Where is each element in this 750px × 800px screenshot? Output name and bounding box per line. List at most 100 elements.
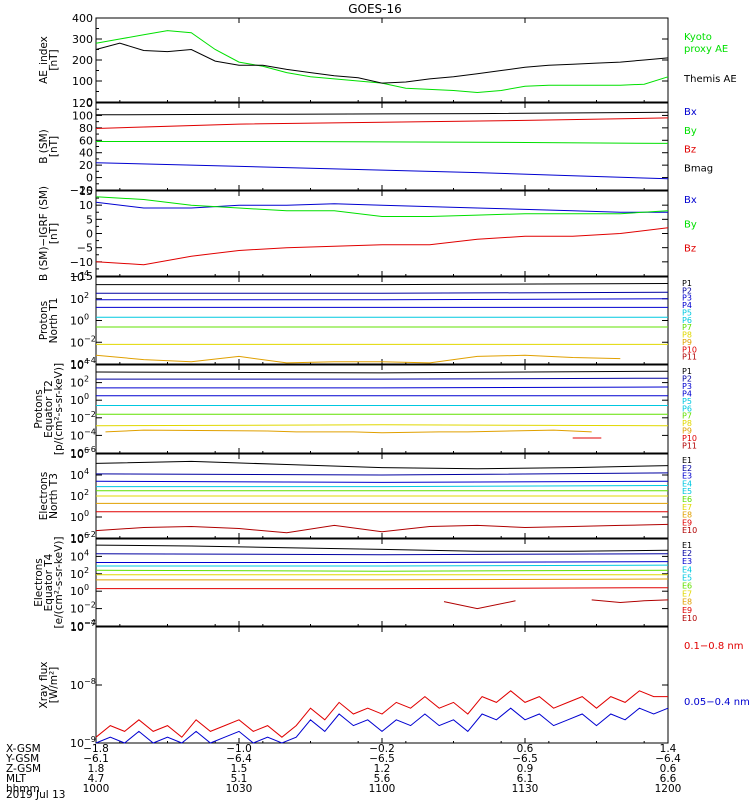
y-tick-base: 10: [70, 336, 84, 349]
legend-entry: E6: [682, 582, 692, 591]
series-line-P3: [96, 298, 669, 301]
y-tick-exponent: 4: [84, 467, 89, 476]
y-axis-label: Protons: [33, 389, 45, 428]
y-axis-label: North T3: [48, 473, 60, 519]
y-tick-base: 10: [70, 620, 84, 633]
legend-entry: E8: [682, 511, 692, 520]
x-row-label: MLT: [6, 773, 26, 785]
x-tick-value: 5.6: [374, 773, 391, 785]
x-tick-value: 0.9: [517, 763, 534, 775]
y-tick-base: 10: [70, 359, 84, 372]
x-row-label: X-GSM: [6, 743, 41, 755]
x-tick-value: −6.4: [655, 753, 681, 765]
y-tick-exponent: 2: [84, 375, 89, 384]
legend-entry: E8: [682, 598, 692, 607]
y-tick-base: 10: [70, 568, 84, 581]
y-tick-label: 10: [79, 199, 93, 212]
y-axis-label: [e/(cm²-s-sr-keV)]: [53, 537, 65, 629]
legend-entry: P8: [682, 419, 692, 428]
y-tick-label: −15: [70, 270, 93, 283]
y-tick-label: 10−8: [70, 677, 96, 692]
x-tick-value: 4.7: [88, 773, 105, 785]
y-tick-label: 10−2: [70, 530, 96, 545]
legend-entry: P9: [682, 427, 692, 436]
y-tick-base: 10: [70, 469, 84, 482]
series-line-P8: [95, 354, 621, 364]
legend-entry: P2: [682, 374, 692, 383]
x-tick-value: 6.6: [660, 773, 677, 785]
legend-entry: 0.05−0.4 nm: [684, 697, 750, 708]
y-tick-exponent: −6: [84, 445, 96, 454]
y-tick-label: 100: [70, 509, 89, 524]
y-tick-label: 102: [70, 488, 89, 503]
y-tick-label: 106: [70, 531, 89, 546]
y-tick-base: 10: [70, 271, 84, 284]
legend-entry: E4: [682, 565, 692, 574]
y-tick-label: 102: [70, 375, 89, 390]
series-line-0-1-0-8-nm: [95, 690, 668, 738]
x-tick-value: 5.1: [231, 773, 248, 785]
y-tick-exponent: 2: [84, 566, 89, 575]
legend-entry: E3: [682, 557, 692, 566]
y-tick-base: 10: [70, 737, 84, 750]
legend-entry: P1: [682, 279, 692, 288]
series-line-0-05-0-4-nm: [95, 707, 669, 744]
legend-entry: E5: [682, 573, 692, 582]
legend-entry: P9: [682, 338, 692, 347]
series-line-P1: [96, 283, 669, 286]
panel-frame: [95, 17, 669, 103]
y-tick-label: −20: [70, 184, 93, 197]
series-line-E9b: [591, 599, 669, 604]
x-tick-value: −6.5: [512, 753, 538, 765]
y-tick-label: 10−2: [70, 601, 96, 616]
y-tick-base: 10: [70, 394, 84, 407]
series-line-E1: [95, 460, 669, 470]
y-tick-label: 0: [86, 96, 93, 109]
legend-entry: P11: [682, 353, 697, 362]
x-row-label: hhmm: [6, 783, 40, 795]
series-line-P7: [95, 424, 669, 427]
y-tick-label: 100: [70, 313, 89, 328]
y-tick-label: 104: [70, 357, 89, 372]
legend-entry: E5: [682, 487, 692, 496]
y-tick-exponent: 4: [84, 357, 89, 366]
legend-entry: P6: [682, 316, 692, 325]
y-tick-exponent: −2: [84, 601, 96, 610]
y-tick-exponent: 6: [84, 446, 89, 455]
series-line-E7: [96, 578, 669, 581]
y-tick-label: 102: [70, 291, 89, 306]
y-axis-label: B (SM): [38, 129, 50, 163]
y-tick-exponent: 0: [84, 509, 89, 518]
x-tick-value: 1.5: [231, 763, 248, 775]
y-tick-base: 10: [70, 533, 84, 546]
legend-entry: E3: [682, 472, 692, 481]
legend-entry: E10: [682, 526, 697, 535]
figure-title: GOES-16: [348, 2, 402, 16]
x-tick-value: 1.4: [660, 743, 677, 755]
y-tick-label: 200: [72, 54, 93, 67]
y-tick-exponent: 4: [84, 269, 89, 278]
y-tick-label: 60: [79, 134, 93, 147]
y-tick-label: −5: [77, 242, 93, 255]
legend-entry: Kyoto: [684, 32, 712, 43]
y-tick-label: 40: [79, 147, 93, 160]
x-tick-value: 6.1: [517, 773, 534, 785]
legend-entry: E7: [682, 503, 692, 512]
x-tick-value: 1.8: [88, 763, 105, 775]
y-tick-base: 10: [70, 490, 84, 503]
legend-entry: Bz: [684, 244, 696, 255]
x-tick-value: −6.4: [226, 753, 252, 765]
y-tick-label: 10−4: [70, 356, 96, 371]
legend-entry: P10: [682, 434, 697, 443]
y-tick-label: 400: [72, 12, 93, 25]
y-tick-label: 100: [70, 583, 89, 598]
y-tick-label: 5: [86, 213, 93, 226]
y-axis-label: [p/(cm²-s-sr-keV)]: [53, 363, 65, 455]
y-tick-label: 0: [86, 228, 93, 241]
y-tick-base: 10: [70, 532, 84, 545]
